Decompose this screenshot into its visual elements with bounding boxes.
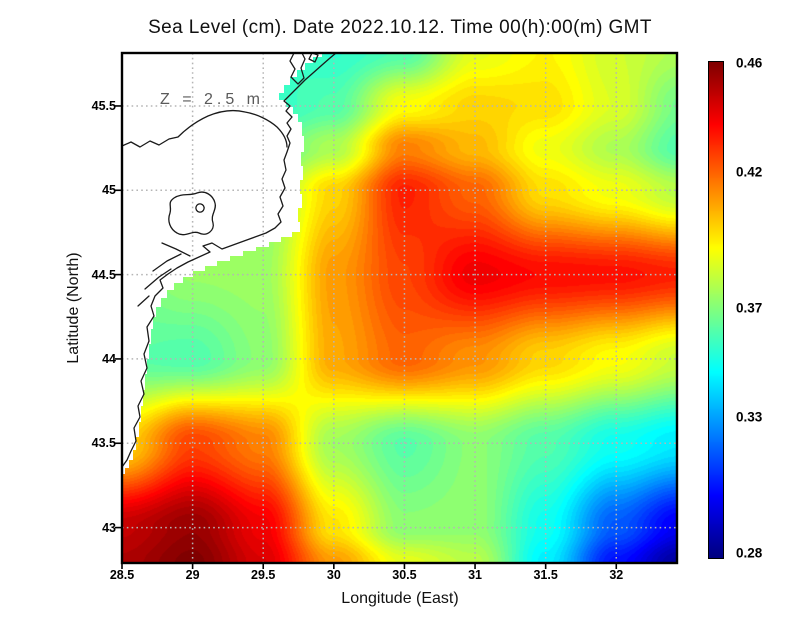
y-tick-label: 44 <box>102 351 116 366</box>
colorbar-tick-label: 0.28 <box>736 545 763 561</box>
graticule <box>122 53 677 563</box>
spit-line-2 <box>152 253 182 272</box>
colorbar-tick-label: 0.33 <box>736 409 763 425</box>
y-axis-title: Latitude (North) <box>65 252 82 364</box>
x-axis-title: Longitude (East) <box>341 590 459 607</box>
y-tick-label: 43 <box>102 520 116 535</box>
colorbar-gradient <box>709 62 723 558</box>
y-tick-label: 45.5 <box>91 98 116 113</box>
x-tick-label: 30.5 <box>392 568 417 582</box>
spit-line-4 <box>137 295 150 307</box>
coastline-liman-small <box>308 52 319 63</box>
spit-line-3 <box>144 268 172 290</box>
lagoon-inner <box>195 203 205 213</box>
colorbar <box>708 61 724 559</box>
y-tick-label: 43.5 <box>91 436 116 451</box>
depth-annotation: Z = 2.5 m <box>159 91 265 108</box>
y-tick-label: 45 <box>102 183 116 198</box>
x-tick-label: 28.5 <box>109 568 135 582</box>
x-tick-label: 29 <box>185 568 200 582</box>
plot-frame <box>120 51 679 565</box>
y-tick-label: 44.5 <box>91 267 116 282</box>
coastline-liman <box>289 52 306 85</box>
x-tick-label: 32 <box>609 568 624 582</box>
x-tick-label: 30 <box>326 568 341 582</box>
spit-line-1 <box>161 242 191 257</box>
coastline-danube-delta <box>121 109 288 148</box>
coastline-main <box>121 52 337 468</box>
coastline <box>121 52 337 468</box>
colorbar-tick-label: 0.37 <box>736 300 763 316</box>
lagoon-outline <box>168 191 217 236</box>
x-tick-label: 31.5 <box>533 568 558 582</box>
x-tick-label: 29.5 <box>251 568 276 582</box>
plot-title: Sea Level (cm). Date 2022.10.12. Time 00… <box>148 17 652 38</box>
colorbar-tick-label: 0.42 <box>736 164 763 180</box>
land-mask <box>122 53 322 474</box>
x-tick-label: 31 <box>468 568 482 582</box>
colorbar-tick-label: 0.46 <box>736 55 763 71</box>
